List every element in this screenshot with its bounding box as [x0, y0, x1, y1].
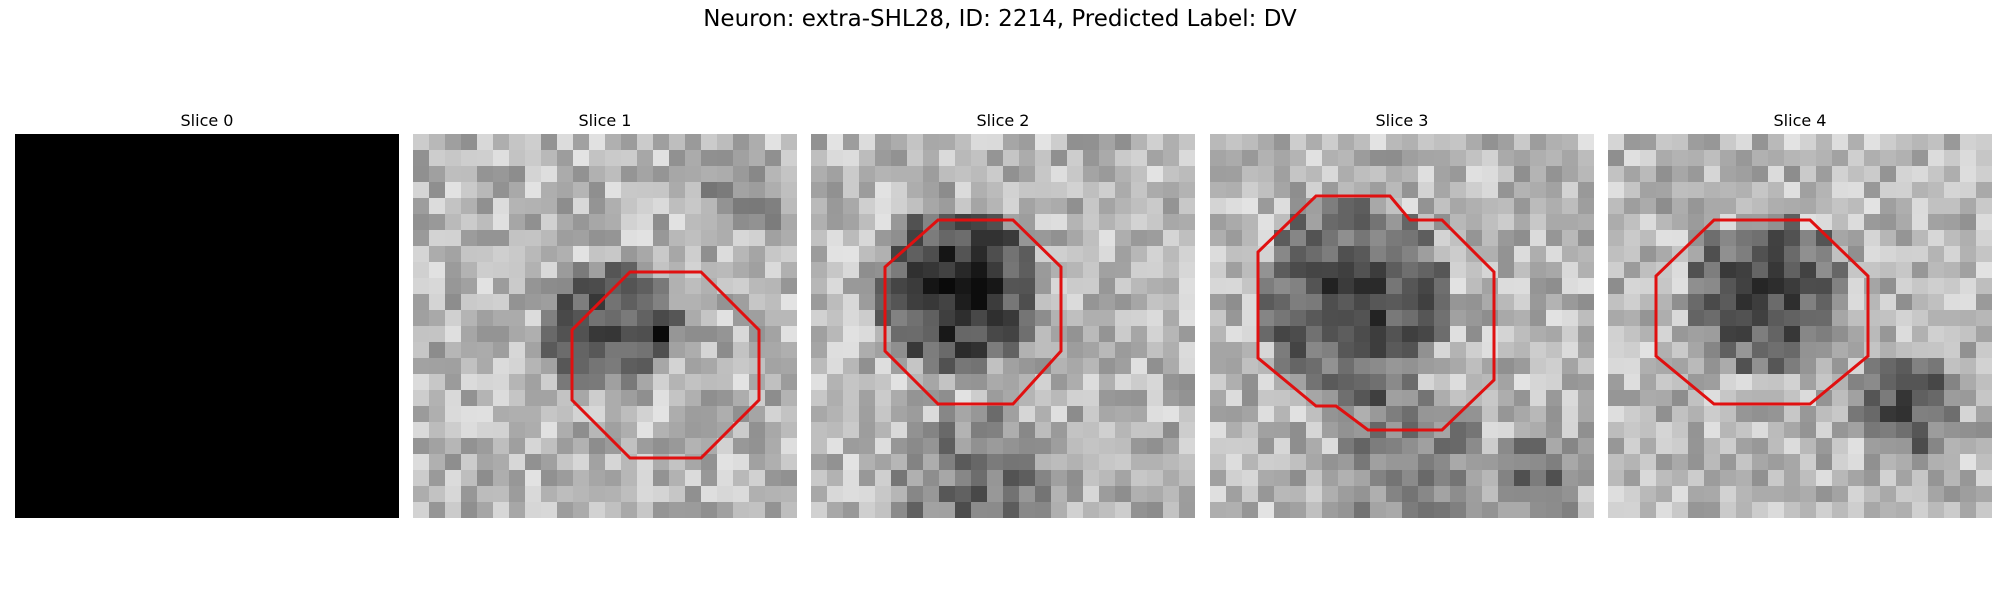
slice-image-3	[1210, 134, 1594, 518]
slice-title: Slice 2	[976, 111, 1030, 130]
roi-contour	[1256, 194, 1496, 432]
slice-panel-2: Slice 2	[811, 108, 1195, 518]
roi-contour	[1654, 218, 1870, 406]
slice-title: Slice 3	[1375, 111, 1429, 130]
slice-panel-4: Slice 4	[1608, 108, 1992, 518]
slice-image-2	[811, 134, 1195, 518]
roi-contour	[883, 218, 1063, 406]
figure-title: Neuron: extra-SHL28, ID: 2214, Predicted…	[703, 6, 1297, 32]
slice-title: Slice 4	[1773, 111, 1827, 130]
slice-panel-3: Slice 3	[1210, 108, 1594, 518]
slice-panel-1: Slice 1	[413, 108, 797, 518]
slice-image-4	[1608, 134, 1992, 518]
slice-panel-0: Slice 0	[15, 108, 399, 518]
slice-title: Slice 0	[180, 111, 234, 130]
slice-image-1	[413, 134, 797, 518]
slice-image-0	[15, 134, 399, 518]
roi-contour	[570, 270, 761, 460]
slice-title: Slice 1	[578, 111, 632, 130]
